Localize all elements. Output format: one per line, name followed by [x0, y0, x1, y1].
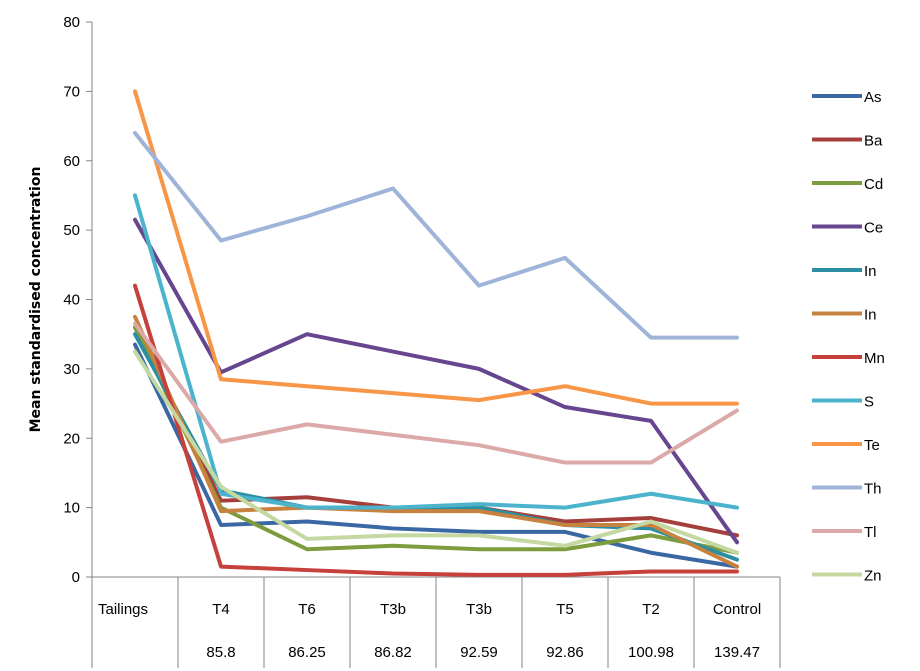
- category-value-label: 86.25: [288, 644, 326, 661]
- category-label: T4: [212, 601, 230, 618]
- legend-label: Ce: [864, 220, 883, 237]
- category-label: Tailings: [98, 601, 148, 618]
- series-line-mn-6: [133, 283, 739, 577]
- category-label: T3b: [380, 601, 406, 618]
- legend-label: S: [864, 394, 874, 411]
- y-tick-label: 0: [72, 569, 80, 586]
- legend-label: As: [864, 89, 882, 106]
- y-tick-label: 50: [63, 222, 80, 239]
- legend-label: Tl: [864, 524, 877, 541]
- category-value-label: 100.98: [628, 644, 674, 661]
- legend-label: In: [864, 307, 877, 324]
- category-label: T5: [556, 601, 574, 618]
- legend-label: Ba: [864, 133, 883, 150]
- y-tick-label: 20: [63, 430, 80, 447]
- category-label: Control: [713, 601, 761, 618]
- y-tick-label: 80: [63, 14, 80, 31]
- series-line-tl-10: [133, 321, 739, 465]
- series-line-zn-11: [133, 349, 739, 555]
- y-tick-label: 30: [63, 361, 80, 378]
- y-axis-title: Mean standardised concentration: [28, 167, 44, 433]
- series-line-as-0: [133, 342, 739, 569]
- category-value-label: 86.82: [374, 644, 412, 661]
- legend-label: Te: [864, 437, 880, 454]
- category-label: T6: [298, 601, 316, 618]
- legend-label: Cd: [864, 176, 883, 193]
- y-tick-label: 70: [63, 83, 80, 100]
- legend-label: Zn: [864, 568, 882, 585]
- legend-label: In: [864, 263, 877, 280]
- legend-label: Th: [864, 481, 882, 498]
- y-tick-label: 60: [63, 153, 80, 170]
- series-line-cd-2: [133, 325, 739, 555]
- category-label: T3b: [466, 601, 492, 618]
- series-line-ce-3: [133, 217, 739, 545]
- y-tick-label: 40: [63, 292, 80, 309]
- series-line-th-9: [133, 131, 739, 340]
- y-tick-label: 10: [63, 500, 80, 517]
- series-line-te-8: [133, 89, 739, 406]
- category-value-label: 92.86: [546, 644, 584, 661]
- category-label: T2: [642, 601, 660, 618]
- category-value-label: 85.8: [206, 644, 235, 661]
- category-value-label: 92.59: [460, 644, 498, 661]
- category-value-label: 139.47: [714, 644, 760, 661]
- legend-label: Mn: [864, 350, 885, 367]
